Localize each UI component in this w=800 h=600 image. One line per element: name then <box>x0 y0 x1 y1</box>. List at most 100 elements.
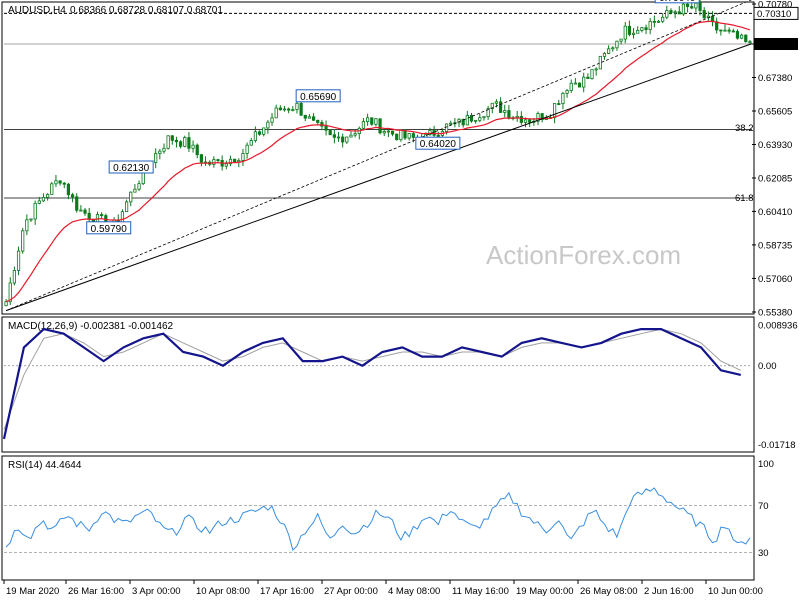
candle-body <box>158 150 162 155</box>
candle-body <box>577 82 582 88</box>
candle-body <box>374 118 378 125</box>
candle-body <box>748 41 752 44</box>
candle-body <box>698 2 702 11</box>
candle-body <box>669 10 673 14</box>
candle-body <box>54 180 58 185</box>
line-price-tag <box>753 6 799 20</box>
x-tick-label: 19 Mar 2020 <box>6 586 59 597</box>
candle-body <box>120 211 125 224</box>
candle-body <box>87 212 91 220</box>
x-tick-label: 19 May 00:00 <box>516 586 574 597</box>
candle-body <box>681 3 686 15</box>
candle-body <box>744 34 748 43</box>
candle-body <box>498 101 503 113</box>
candle-body <box>378 118 382 134</box>
candle-body <box>607 48 611 54</box>
candle-body <box>183 137 187 147</box>
annotation-box <box>86 221 132 235</box>
line-price-label: 0.70310 <box>757 9 791 20</box>
watermark: ActionForex.com <box>486 240 681 270</box>
x-tick-label: 27 Apr 00:00 <box>324 586 378 597</box>
candle-body <box>602 52 607 57</box>
candle-body <box>557 103 561 105</box>
macd-tick-label: 0.00 <box>758 361 777 372</box>
annotation-box <box>654 0 700 4</box>
candle-body <box>582 76 586 88</box>
macd-title: MACD(12,26,9) -0.002381 -0.001462 <box>8 321 174 332</box>
candle-body <box>623 25 627 40</box>
candle-body <box>519 116 523 123</box>
candle-body <box>594 68 598 71</box>
candle-body <box>565 90 569 94</box>
annotation-label: 0.65690 <box>300 92 337 103</box>
candle-body <box>390 130 395 135</box>
candle-body <box>469 114 474 122</box>
candle-body <box>25 219 29 232</box>
candle-body <box>179 141 183 147</box>
candle-body <box>4 301 8 307</box>
candle-body <box>307 116 312 119</box>
candle-body <box>465 114 469 126</box>
candle-body <box>694 2 698 9</box>
annotation-box <box>108 160 154 174</box>
last-price-label: 0.68701 <box>757 40 791 51</box>
candle-body <box>611 47 615 50</box>
annotation-box <box>415 136 461 150</box>
candle-body <box>490 102 494 109</box>
x-tick-label: 17 Apr 16:00 <box>260 586 314 597</box>
candle-body <box>503 110 507 113</box>
rsi-tick-label: 30 <box>758 548 769 559</box>
candle-body <box>656 20 661 23</box>
candle-body <box>474 119 478 122</box>
candle-body <box>449 122 453 125</box>
candle-body <box>233 158 237 163</box>
candle-body <box>478 117 482 121</box>
candle-body <box>303 114 307 119</box>
price-tick-label: 0.63930 <box>758 140 792 151</box>
candle-body <box>444 123 449 132</box>
x-tick-label: 11 May 16:00 <box>452 586 509 597</box>
rsi-tick-label: 100 <box>758 459 774 470</box>
candle-body <box>75 196 79 211</box>
candle-body <box>382 131 386 134</box>
candle-body <box>399 129 403 141</box>
candle-body <box>50 183 54 195</box>
candle-body <box>195 144 199 156</box>
candle-body <box>507 110 511 119</box>
candle-body <box>345 136 349 143</box>
price-tick-label: 0.57060 <box>758 274 792 285</box>
candle-body <box>124 201 129 213</box>
candle-body <box>278 107 282 111</box>
last-price-tag <box>754 38 798 50</box>
candle-body <box>569 82 573 91</box>
support-trendline <box>5 43 753 312</box>
candle-body <box>411 133 415 138</box>
candle-body <box>731 30 735 33</box>
price-tick-label: 0.70780 <box>758 0 792 11</box>
annotation-label: 0.64020 <box>420 139 457 150</box>
candle-body <box>370 117 374 125</box>
candle-body <box>627 25 632 35</box>
macd-tick-label: -0.01718 <box>758 440 796 451</box>
rsi-line <box>5 487 751 551</box>
candle-body <box>79 209 83 212</box>
candle-body <box>266 121 270 129</box>
candle-body <box>735 31 740 39</box>
candle-body <box>494 101 499 104</box>
candle-body <box>648 20 652 31</box>
annotation-label: 0.70640 <box>659 0 696 4</box>
candle-body <box>224 163 228 167</box>
x-tick-label: 10 Jun 00:00 <box>708 586 763 597</box>
candle-body <box>349 134 353 138</box>
candle-body <box>282 108 287 111</box>
candle-body <box>100 214 104 216</box>
candle-body <box>199 154 203 163</box>
candle-body <box>677 11 681 15</box>
candle-body <box>295 102 299 110</box>
candle-body <box>598 55 602 70</box>
candle-body <box>311 116 316 121</box>
fib-label-61: 61.8 <box>735 193 754 204</box>
candle-body <box>237 160 241 163</box>
candle-body <box>561 92 565 104</box>
